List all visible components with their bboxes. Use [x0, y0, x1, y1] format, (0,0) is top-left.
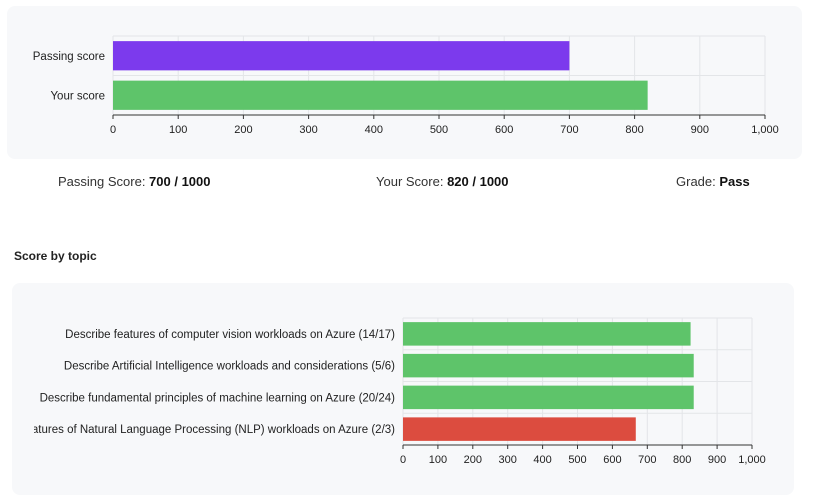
topic-chart-group: Describe features of computer vision wor… — [0, 317, 766, 466]
x-tick-label-topic-4: 400 — [533, 454, 551, 466]
x-tick-label-topic-1: 100 — [429, 454, 447, 466]
x-tick-label-topic-3: 300 — [499, 454, 517, 466]
your-score-summary: Your Score: 820 / 1000 — [376, 174, 509, 189]
x-tick-label-overall-2: 200 — [234, 124, 252, 136]
your-score-value: 820 / 1000 — [447, 174, 509, 189]
x-tick-label-overall-4: 400 — [365, 124, 383, 136]
x-tick-label-overall-7: 700 — [560, 124, 578, 136]
x-tick-label-topic-10: 1,000 — [738, 454, 766, 466]
bar-topic-1 — [403, 353, 694, 378]
x-tick-label-overall-10: 1,000 — [751, 124, 779, 136]
category-label-overall-1: Your score — [50, 90, 105, 102]
section-title: Score by topic — [14, 249, 97, 263]
passing-score-label: Passing Score: — [58, 174, 150, 189]
x-tick-label-topic-5: 500 — [568, 454, 586, 466]
passing-score-summary: Passing Score: 700 / 1000 — [58, 174, 211, 189]
x-tick-label-overall-6: 600 — [495, 124, 513, 136]
x-tick-label-overall-0: 0 — [110, 124, 116, 136]
x-tick-label-topic-0: 0 — [400, 454, 406, 466]
category-label-overall-0: Passing score — [33, 51, 105, 63]
category-label-topic-3: Describe features of Natural Language Pr… — [0, 424, 395, 436]
bar-topic-2 — [403, 385, 694, 410]
x-tick-label-topic-9: 900 — [708, 454, 726, 466]
x-tick-label-topic-2: 200 — [464, 454, 482, 466]
category-label-topic-2: Describe fundamental principles of machi… — [40, 392, 396, 404]
bar-overall-1 — [113, 80, 648, 110]
x-tick-label-overall-3: 300 — [299, 124, 317, 136]
bar-overall-0 — [113, 41, 570, 71]
category-label-topic-0: Describe features of computer vision wor… — [65, 329, 395, 341]
your-score-label: Your Score: — [376, 174, 448, 189]
grade-label: Grade: — [676, 174, 720, 189]
x-tick-label-topic-7: 700 — [638, 454, 656, 466]
bar-topic-0 — [403, 322, 691, 346]
bar-topic-3 — [403, 417, 636, 441]
grade-summary: Grade: Pass — [676, 174, 750, 189]
x-tick-label-topic-8: 800 — [673, 454, 691, 466]
x-tick-label-overall-5: 500 — [430, 124, 448, 136]
x-tick-label-overall-8: 800 — [625, 124, 643, 136]
category-label-topic-1: Describe Artificial Intelligence workloa… — [64, 361, 395, 373]
x-tick-label-topic-6: 600 — [603, 454, 621, 466]
grade-value: Pass — [719, 174, 750, 189]
x-tick-label-overall-9: 900 — [691, 124, 709, 136]
passing-score-value: 700 / 1000 — [149, 174, 211, 189]
x-tick-label-overall-1: 100 — [169, 124, 187, 136]
